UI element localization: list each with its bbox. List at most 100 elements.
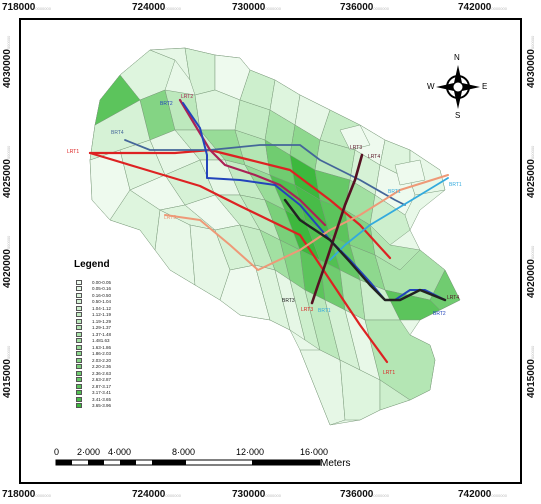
polygon	[429, 269, 461, 311]
scale-tick-8000: 8·000	[172, 447, 196, 457]
compass-w-label: W	[427, 82, 435, 91]
legend-swatch	[76, 403, 82, 408]
route-label-brt1-south: BRT1	[318, 308, 331, 314]
coord-top-4: 7360000000000	[340, 2, 389, 13]
legend-item: 1.37-1.48	[76, 331, 111, 337]
legend-swatch	[76, 286, 82, 291]
route-label-lrt2: LRT2	[181, 94, 194, 100]
coord-bottom-2: 7240000000000	[132, 489, 181, 500]
polygon	[299, 349, 346, 426]
legend-label: 0.00-0.05	[92, 279, 112, 285]
coord-bottom-4: 7360000000000	[340, 489, 389, 500]
legend-label: 3.65-3.96	[92, 403, 112, 408]
legend-item: 0.50-1.04	[76, 299, 111, 305]
legend-item: 2.03-2.20	[76, 357, 111, 363]
scale-unit: Meters	[320, 458, 351, 469]
legend-label: 1.481.63	[92, 338, 110, 343]
legend-swatch	[76, 344, 82, 350]
legend-label: 2.87-3.17	[92, 383, 112, 389]
legend-swatch	[76, 299, 82, 304]
legend-swatch	[76, 318, 82, 324]
route-label-brt2-south: BRT2	[433, 311, 446, 317]
scale-bar	[55, 459, 321, 466]
route-label-lrt-west: LRT3	[164, 215, 177, 221]
lrt1-branch	[88, 148, 392, 260]
route-label-brt1-east: BRT1	[449, 182, 462, 188]
route-label-brt3-south: BRT3	[282, 298, 295, 304]
lrt2-line	[178, 98, 327, 227]
polygon	[369, 194, 411, 246]
lrt3-line	[164, 174, 449, 271]
legend-item: 1.12-1.19	[76, 312, 111, 318]
legend-item: 3.17-3.41	[76, 390, 111, 396]
brt3-line	[283, 198, 447, 302]
scale-tick-4000: 4·000	[108, 447, 132, 457]
legend-label: 1.37-1.48	[92, 331, 112, 337]
legend-item: 0.05-0.16	[76, 286, 111, 292]
coord-bottom-1: 7180000000000	[2, 489, 51, 500]
polygon	[339, 124, 371, 151]
legend-swatch	[76, 331, 82, 337]
legend-item: 1.04-1.12	[76, 305, 111, 311]
legend-swatch	[76, 351, 82, 356]
lrt1-line	[88, 151, 389, 364]
legend-label: 1.86-2.03	[92, 351, 112, 356]
route-label-lrt4-north: LRT4	[368, 154, 381, 160]
legend-swatch	[76, 325, 82, 330]
legend-swatch	[76, 357, 82, 363]
coord-top-3: 7300000000000	[232, 2, 281, 13]
route-label-lrt3-south: LRT3	[301, 307, 314, 313]
polygon	[394, 159, 426, 186]
legend-item: 3.41-3.65	[76, 396, 111, 402]
scale-tick-16000: 16·000	[300, 447, 329, 457]
legend-swatch	[76, 305, 82, 311]
legend-item: 1.86-2.03	[76, 351, 111, 357]
legend-swatch	[76, 312, 82, 317]
legend-swatch	[76, 370, 82, 376]
legend-label: 1.63-1.86	[92, 344, 112, 350]
brt1-line	[329, 177, 449, 261]
legend-swatch	[76, 377, 82, 382]
legend-label: 2.36-2.63	[92, 370, 112, 376]
legend-label: 0.05-0.16	[92, 286, 112, 291]
legend-label: 2.20-2.36	[92, 364, 112, 369]
route-label-brt1-mid: BRT1	[388, 189, 401, 195]
legend-item: 3.65-3.96	[76, 403, 111, 409]
route-label-lrt3-north: LRT3	[350, 145, 363, 151]
coord-bottom-5: 7420000000000	[458, 489, 507, 500]
brt4-line	[124, 139, 406, 206]
scale-tick-12000: 12·000	[236, 447, 265, 457]
region-polygons	[89, 47, 461, 426]
coord-top-1: 7180000000000	[2, 2, 51, 13]
legend-item: 1.19-1.29	[76, 318, 111, 324]
compass-s-label: S	[455, 111, 461, 120]
legend-label: 1.04-1.12	[92, 305, 112, 311]
route-label-brt4: BRT4	[111, 130, 124, 136]
legend-label: 3.41-3.65	[92, 396, 112, 402]
legend-label: 0.16-0.50	[92, 292, 112, 298]
legend-label: 0.50-1.04	[92, 299, 112, 304]
legend-label: 2.63-2.87	[92, 377, 112, 382]
route-label-brt2-north: BRT2	[160, 101, 173, 107]
legend-swatch	[76, 390, 82, 395]
coord-bottom-3: 7300000000000	[232, 489, 281, 500]
polygon	[379, 379, 411, 411]
legend-item: 2.36-2.63	[76, 370, 111, 376]
legend-item: 1.63-1.86	[76, 344, 111, 350]
legend-swatch	[76, 292, 82, 298]
legend-label: 2.03-2.20	[92, 357, 112, 363]
legend-swatch	[76, 338, 82, 343]
legend-swatch	[76, 396, 82, 402]
legend-item: 1.29-1.37	[76, 325, 111, 331]
north-arrow	[436, 65, 480, 109]
legend-swatch	[76, 383, 82, 389]
legend-swatch	[76, 279, 82, 285]
legend-label: 3.17-3.41	[92, 390, 112, 395]
route-label-lrt1-west: LRT1	[67, 149, 80, 155]
lrt4-line	[310, 153, 364, 305]
compass-n-label: N	[454, 53, 460, 62]
coord-top-2: 7240000000000	[132, 2, 181, 13]
legend-item: 2.20-2.36	[76, 364, 111, 370]
legend-item: 2.87-3.17	[76, 383, 111, 389]
